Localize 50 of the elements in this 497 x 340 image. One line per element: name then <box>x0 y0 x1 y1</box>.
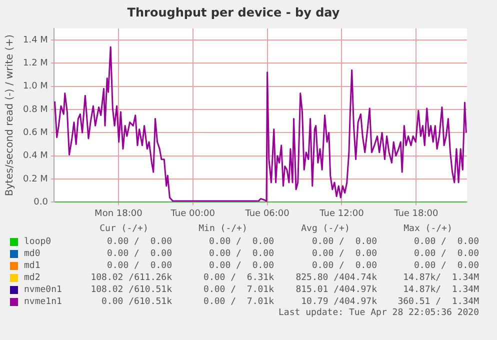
text: 0.00 / 0.00 <box>106 237 172 247</box>
x-tick-label: Tue 12:00 <box>318 208 364 219</box>
text: 0.00 / 0.00 <box>412 249 479 259</box>
text: 0.00 / 0.00 <box>208 237 274 247</box>
text: 815.01 /404.97k <box>294 285 377 295</box>
text: Avg (-/+) <box>300 224 351 236</box>
y-tick-label: 1.2 M <box>22 58 48 69</box>
text: 0.00 / 0.00 <box>208 261 274 271</box>
text: 108.02 /611.26k <box>90 273 172 283</box>
legend-label: loop0 <box>24 237 52 247</box>
text: 0.00 / 0.00 <box>208 249 274 259</box>
text: 0.00 / 0.00 <box>310 261 377 271</box>
text: 0.00 / 6.31k <box>202 273 274 283</box>
text: 825.80 /404.74k <box>294 273 377 283</box>
text: Last update: Tue Apr 28 22:05:36 2020 <box>278 308 479 320</box>
y-tick-label: 1.4 M <box>22 35 48 46</box>
text: Cur (-/+) <box>98 224 150 236</box>
text: 0.00 / 0.00 <box>412 261 479 271</box>
y-tick-label: 0.0 <box>34 198 48 208</box>
y-axis-title: Bytes/second read (-) / write (+) <box>4 34 16 196</box>
text: 0.00 / 0.00 <box>310 249 377 259</box>
y-tick-label: 0.6 M <box>22 128 48 138</box>
legend-label: md2 <box>24 273 42 283</box>
legend-label: nvme1n1 <box>24 297 63 307</box>
y-tick-label: 1.0 M <box>22 82 48 92</box>
y-tick-label: 0.4 M <box>22 151 48 162</box>
text: 0.00 / 0.00 <box>412 237 479 247</box>
text: 0.00 /610.51k <box>100 297 172 307</box>
y-tick-label: 0.8 M <box>22 104 48 115</box>
text: 108.02 /610.51k <box>90 285 172 295</box>
x-tick-label: Tue 06:00 <box>244 208 290 219</box>
text: Min (-/+) <box>198 224 248 236</box>
legend-label: md1 <box>24 261 42 271</box>
y-tick-label: 0.2 M <box>22 174 48 184</box>
text: 360.51 / 1.34M <box>396 297 479 307</box>
text: Max (-/+) <box>402 224 454 236</box>
text: 0.00 / 0.00 <box>106 249 172 259</box>
x-tick-label: Mon 18:00 <box>94 208 143 219</box>
text: 14.87k/ 1.34M <box>402 273 479 283</box>
x-tick-label: Tue 00:00 <box>170 208 216 219</box>
text: 0.00 / 0.00 <box>310 237 377 247</box>
legend-label: md0 <box>24 249 42 259</box>
text: 14.87k/ 1.34M <box>402 285 479 295</box>
chart-title: Throughput per device - by day <box>127 5 340 20</box>
text: 0.00 / 7.01k <box>202 285 274 295</box>
x-tick-label: Tue 18:00 <box>393 208 438 219</box>
text: 0.00 / 0.00 <box>106 261 172 271</box>
legend-label: nvme0n1 <box>24 285 63 295</box>
text: 10.79 /404.97k <box>300 297 377 307</box>
text: 0.00 / 7.01k <box>202 297 274 307</box>
